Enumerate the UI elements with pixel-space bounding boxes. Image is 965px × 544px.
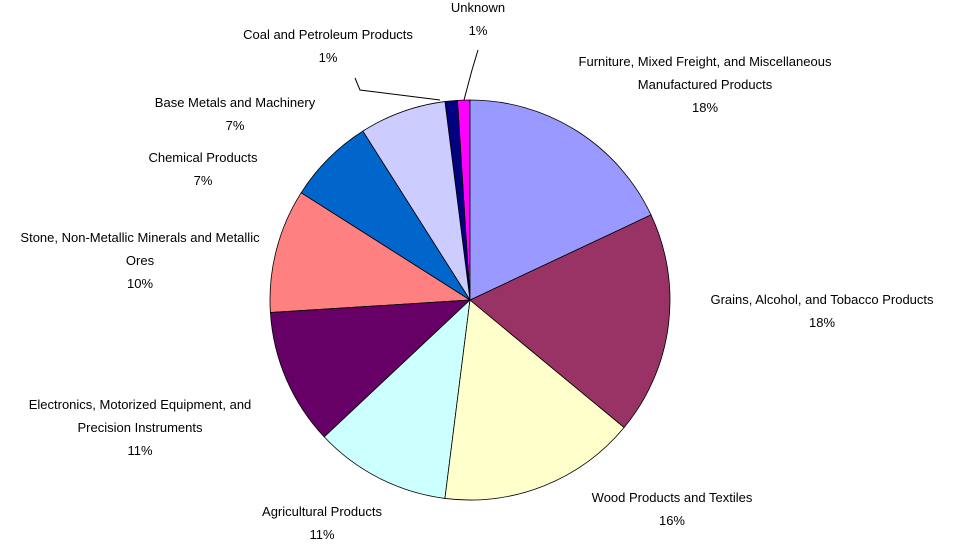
value-label: 1% (318, 50, 338, 65)
slice-label: Unknown 1% (451, 0, 505, 42)
pie-slice (269, 192, 472, 313)
pie-slice (444, 299, 625, 501)
slice-label: Chemical Products 7% (148, 146, 257, 192)
leader-line (354, 77, 441, 101)
slice-label: Coal and Petroleum Products 1% (243, 23, 413, 69)
pie-slice (469, 214, 671, 429)
category-label: Unknown (450, 0, 506, 15)
slice-label: Stone, Non-Metallic Minerals and Metalli… (20, 226, 260, 295)
slice-label: Base Metals and Machinery 7% (155, 91, 315, 137)
category-label: Electronics, Motorized Equipment, and Pr… (28, 397, 252, 435)
category-label: Agricultural Products (262, 504, 382, 519)
value-label: 16% (658, 513, 686, 528)
category-label: Stone, Non-Metallic Minerals and Metalli… (20, 230, 260, 268)
category-label: Base Metals and Machinery (154, 95, 316, 110)
pie-slice (323, 298, 471, 499)
category-label: Furniture, Mixed Freight, and Miscellane… (578, 54, 832, 92)
value-label: 7% (193, 173, 213, 188)
value-label: 11% (127, 443, 153, 458)
value-label: 18% (808, 315, 836, 330)
category-label: Coal and Petroleum Products (243, 27, 413, 42)
value-label: 10% (126, 276, 154, 291)
category-label: Wood Products and Textiles (591, 490, 753, 505)
leader-line (463, 49, 479, 101)
pie-slice (469, 99, 652, 301)
slice-label: Wood Products and Textiles 16% (592, 486, 753, 532)
value-label: 11% (309, 527, 335, 542)
category-label: Chemical Products (148, 150, 258, 165)
slice-label: Electronics, Motorized Equipment, and Pr… (10, 393, 270, 462)
slice-label: Grains, Alcohol, and Tobacco Products 18% (710, 288, 933, 334)
value-label: 7% (225, 118, 245, 133)
value-label: 1% (468, 23, 488, 38)
value-label: 18% (691, 100, 719, 115)
category-label: Grains, Alcohol, and Tobacco Products (710, 292, 934, 307)
slice-label: Furniture, Mixed Freight, and Miscellane… (570, 50, 840, 119)
pie-slice (269, 299, 472, 438)
slice-label: Agricultural Products 11% (262, 500, 382, 544)
